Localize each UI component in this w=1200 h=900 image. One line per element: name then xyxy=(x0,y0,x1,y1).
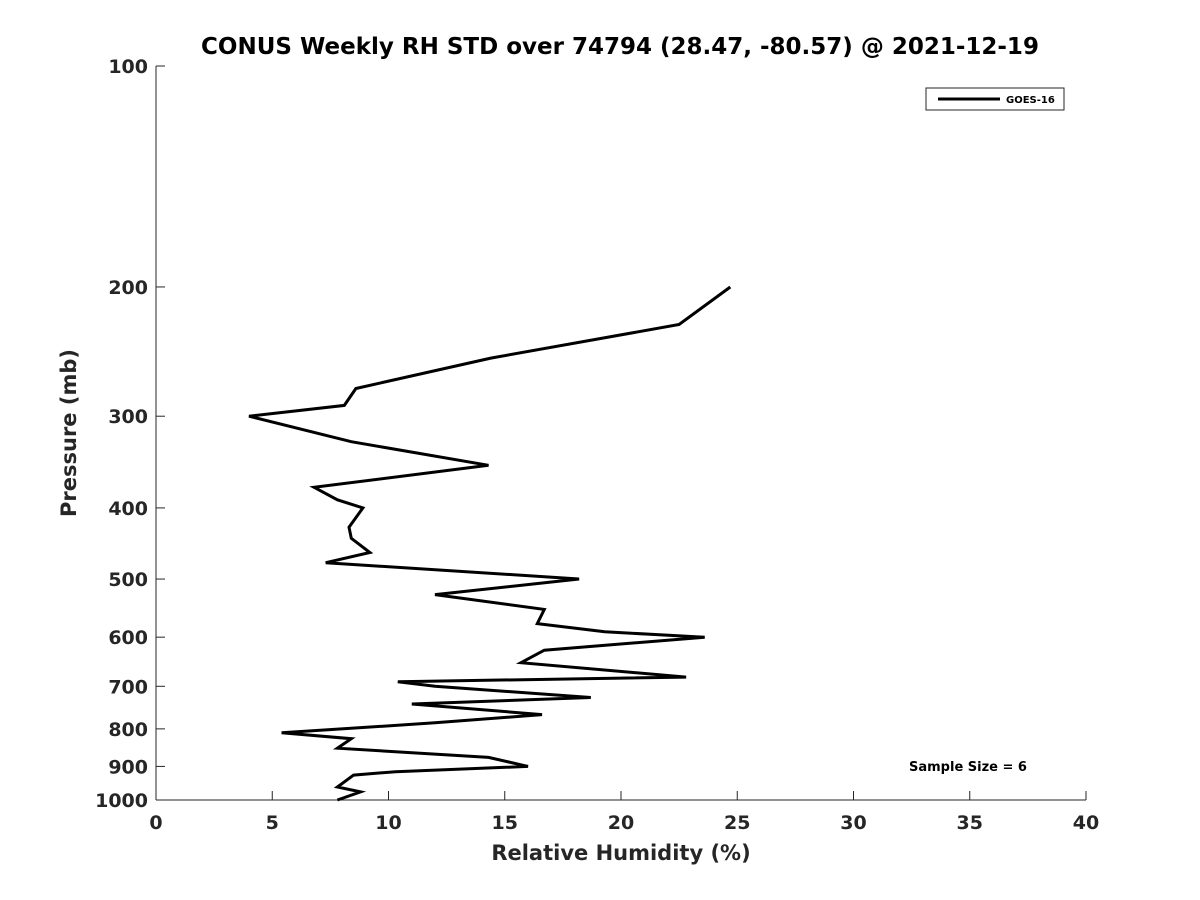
x-tick-label: 40 xyxy=(1073,812,1099,834)
legend-label-goes-16: GOES-16 xyxy=(1006,95,1055,106)
chart-title: CONUS Weekly RH STD over 74794 (28.47, -… xyxy=(201,34,1039,60)
x-tick-label: 5 xyxy=(266,812,279,834)
x-tick-label: 25 xyxy=(724,812,750,834)
x-tick-label: 10 xyxy=(375,812,401,834)
sample-size-annotation: Sample Size = 6 xyxy=(909,760,1027,775)
x-axis-title: Relative Humidity (%) xyxy=(491,841,750,865)
y-tick-label: 400 xyxy=(108,498,148,520)
series-line-goes-16 xyxy=(248,285,732,802)
y-tick-label: 1000 xyxy=(95,790,148,812)
x-tick-label: 15 xyxy=(492,812,518,834)
x-tick-label: 30 xyxy=(840,812,866,834)
x-ticks: 0 5 10 15 20 25 30 35 40 xyxy=(149,791,1099,834)
y-tick-label: 500 xyxy=(108,569,148,591)
y-axis-title: Pressure (mb) xyxy=(57,349,81,517)
series-layer xyxy=(248,285,732,802)
y-tick-label: 600 xyxy=(108,627,148,649)
legend: GOES-16 xyxy=(925,87,1065,111)
x-tick-label: 35 xyxy=(957,812,983,834)
x-tick-label: 20 xyxy=(608,812,634,834)
y-tick-label: 300 xyxy=(108,406,148,428)
y-tick-label: 200 xyxy=(108,277,148,299)
x-tick-label: 0 xyxy=(149,812,162,834)
y-ticks: 100 200 300 400 500 600 700 800 900 1000 xyxy=(95,56,165,812)
y-tick-label: 700 xyxy=(108,676,148,698)
y-tick-label: 800 xyxy=(108,719,148,741)
y-tick-label: 900 xyxy=(108,756,148,778)
y-tick-label: 100 xyxy=(108,56,148,78)
